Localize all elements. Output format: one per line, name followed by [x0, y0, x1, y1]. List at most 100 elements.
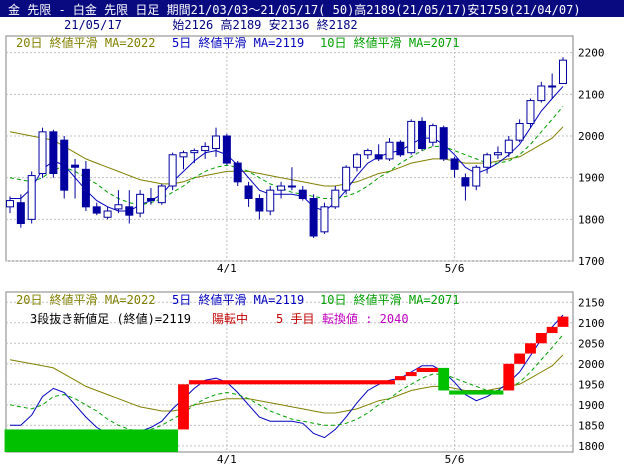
chart-header-bar: 金 先限 - 白金 先限 日足 期間21/03/03～21/05/17( 50)…	[0, 0, 624, 17]
lower-legend-0: 20日 終値平滑 MA=2022	[16, 292, 155, 307]
candle-body-11	[125, 206, 134, 216]
candle-body-9	[103, 210, 112, 218]
candle-body-37	[407, 120, 416, 154]
upper-ytick-2200: 2200	[578, 47, 605, 60]
lower-sanpo-count: 5 手目	[276, 312, 314, 326]
candle-body-4	[49, 131, 58, 174]
candle-body-13	[146, 198, 155, 202]
candle-body-27	[298, 189, 307, 200]
candle-body-23	[255, 198, 264, 212]
candle-body-33	[363, 150, 372, 156]
sanpo-brick-7	[449, 390, 504, 395]
candle-body-49	[537, 85, 546, 102]
candle-body-2	[27, 175, 36, 220]
candle-body-14	[157, 185, 166, 204]
candle-body-8	[92, 206, 101, 214]
sanpo-brick-5	[416, 367, 439, 372]
sanpo-brick-13	[557, 316, 569, 327]
candle-body-21	[233, 162, 242, 183]
sanpo-brick-10	[525, 343, 536, 354]
candle-body-31	[342, 166, 351, 191]
candle-body-24	[266, 189, 275, 212]
upper-candlestick-panel: 1700 1800 1900 2000 2100 2200 4/1 5/6 20日 終値平滑 M…	[5, 35, 605, 275]
candle-body-3	[38, 131, 47, 174]
candle-body-46	[504, 139, 513, 154]
candle-body-30	[331, 189, 340, 208]
upper-legend-2: 10日 終値平滑 MA=2071	[320, 35, 459, 50]
upper-xtick-5/6: 5/6	[445, 262, 465, 275]
lower-ytick-1800: 1800	[578, 440, 605, 453]
candle-body-1	[16, 202, 25, 225]
candle-body-22	[244, 185, 253, 199]
lower-sanpo-label: 3段抜き新値足 (終値)=2119	[30, 311, 191, 326]
lower-legend-2: 10日 終値平滑 MA=2071	[320, 292, 459, 307]
sanpo-brick-8	[503, 363, 515, 391]
upper-legend-1: 5日 終値平滑 MA=2119	[172, 35, 304, 50]
lower-ma-line-2	[9, 334, 564, 433]
sanpo-brick-2	[188, 380, 395, 385]
candle-body-28	[309, 198, 318, 237]
candle-body-5	[60, 139, 69, 191]
candle-body-44	[483, 154, 492, 168]
candle-body-36	[396, 141, 405, 156]
upper-ytick-2100: 2100	[578, 88, 605, 101]
candle-body-12	[136, 193, 145, 214]
candle-body-0	[6, 200, 14, 208]
chart-title-line: 金 先限 - 白金 先限 日足 期間21/03/03～21/05/17( 50)…	[8, 3, 581, 17]
lower-xtick-5/6: 5/6	[445, 453, 465, 466]
upper-ma-line-0	[9, 126, 564, 187]
lower-sanpo-status: 陽転中	[212, 311, 248, 326]
candle-body-19	[212, 135, 221, 149]
lower-ytick-2100: 2100	[578, 317, 605, 330]
upper-ma-line-2	[9, 106, 564, 206]
sanpo-brick-11	[535, 333, 547, 344]
sanpo-brick-1	[178, 384, 189, 430]
sanpo-brick-4	[405, 372, 417, 377]
upper-ytick-1700: 1700	[578, 255, 605, 268]
candle-body-38	[418, 120, 427, 149]
candle-body-42	[461, 177, 470, 187]
candle-body-26	[287, 185, 296, 188]
candle-body-51	[559, 59, 567, 85]
upper-plot-frame	[5, 35, 574, 262]
candle-body-29	[320, 206, 329, 233]
sanpo-brick-9	[514, 353, 526, 364]
candle-body-32	[352, 154, 361, 168]
candle-body-50	[548, 85, 557, 88]
sanpo-brick-0	[4, 429, 179, 452]
candle-body-43	[472, 166, 481, 187]
upper-ytick-1800: 1800	[578, 213, 605, 226]
lower-ytick-2000: 2000	[578, 358, 605, 371]
candle-body-39	[428, 125, 437, 143]
lower-ytick-2150: 2150	[578, 296, 605, 309]
candle-body-7	[81, 168, 90, 208]
chart-date-line: 21/05/17 始2126 高2189 安2136 終2182	[64, 18, 358, 32]
lower-ytick-2050: 2050	[578, 337, 605, 350]
upper-xtick-4/1: 4/1	[217, 262, 237, 275]
lower-xtick-4/1: 4/1	[217, 453, 237, 466]
candle-body-25	[277, 185, 286, 191]
lower-ytick-1900: 1900	[578, 399, 605, 412]
sanpo-brick-6	[438, 367, 450, 391]
candle-body-17	[190, 150, 199, 154]
upper-ma-line-1	[10, 86, 564, 212]
upper-legend-0: 20日 終値平滑 MA=2022	[16, 35, 155, 50]
upper-ytick-1900: 1900	[578, 172, 605, 185]
candle-body-45	[493, 152, 502, 156]
candle-body-40	[439, 127, 448, 160]
lower-ytick-1950: 1950	[578, 378, 605, 391]
lower-sanpo-panel: 1800 1850 1900 1950 2000 2050 2100 2150 4/1 5/6 20…	[4, 291, 605, 466]
candle-body-20	[222, 135, 231, 164]
sanpo-brick-12	[546, 326, 558, 334]
lower-legend-1: 5日 終値平滑 MA=2119	[172, 292, 304, 307]
candle-body-15	[168, 154, 177, 187]
candle-body-47	[515, 123, 524, 141]
lower-sanpo-reversal: 転換値 : 2040	[322, 311, 409, 326]
sanpo-brick-3	[394, 376, 406, 381]
candle-body-35	[385, 141, 394, 160]
candle-body-41	[450, 158, 459, 170]
candle-body-48	[526, 100, 535, 125]
candle-body-6	[71, 164, 80, 168]
candle-body-18	[201, 145, 210, 152]
